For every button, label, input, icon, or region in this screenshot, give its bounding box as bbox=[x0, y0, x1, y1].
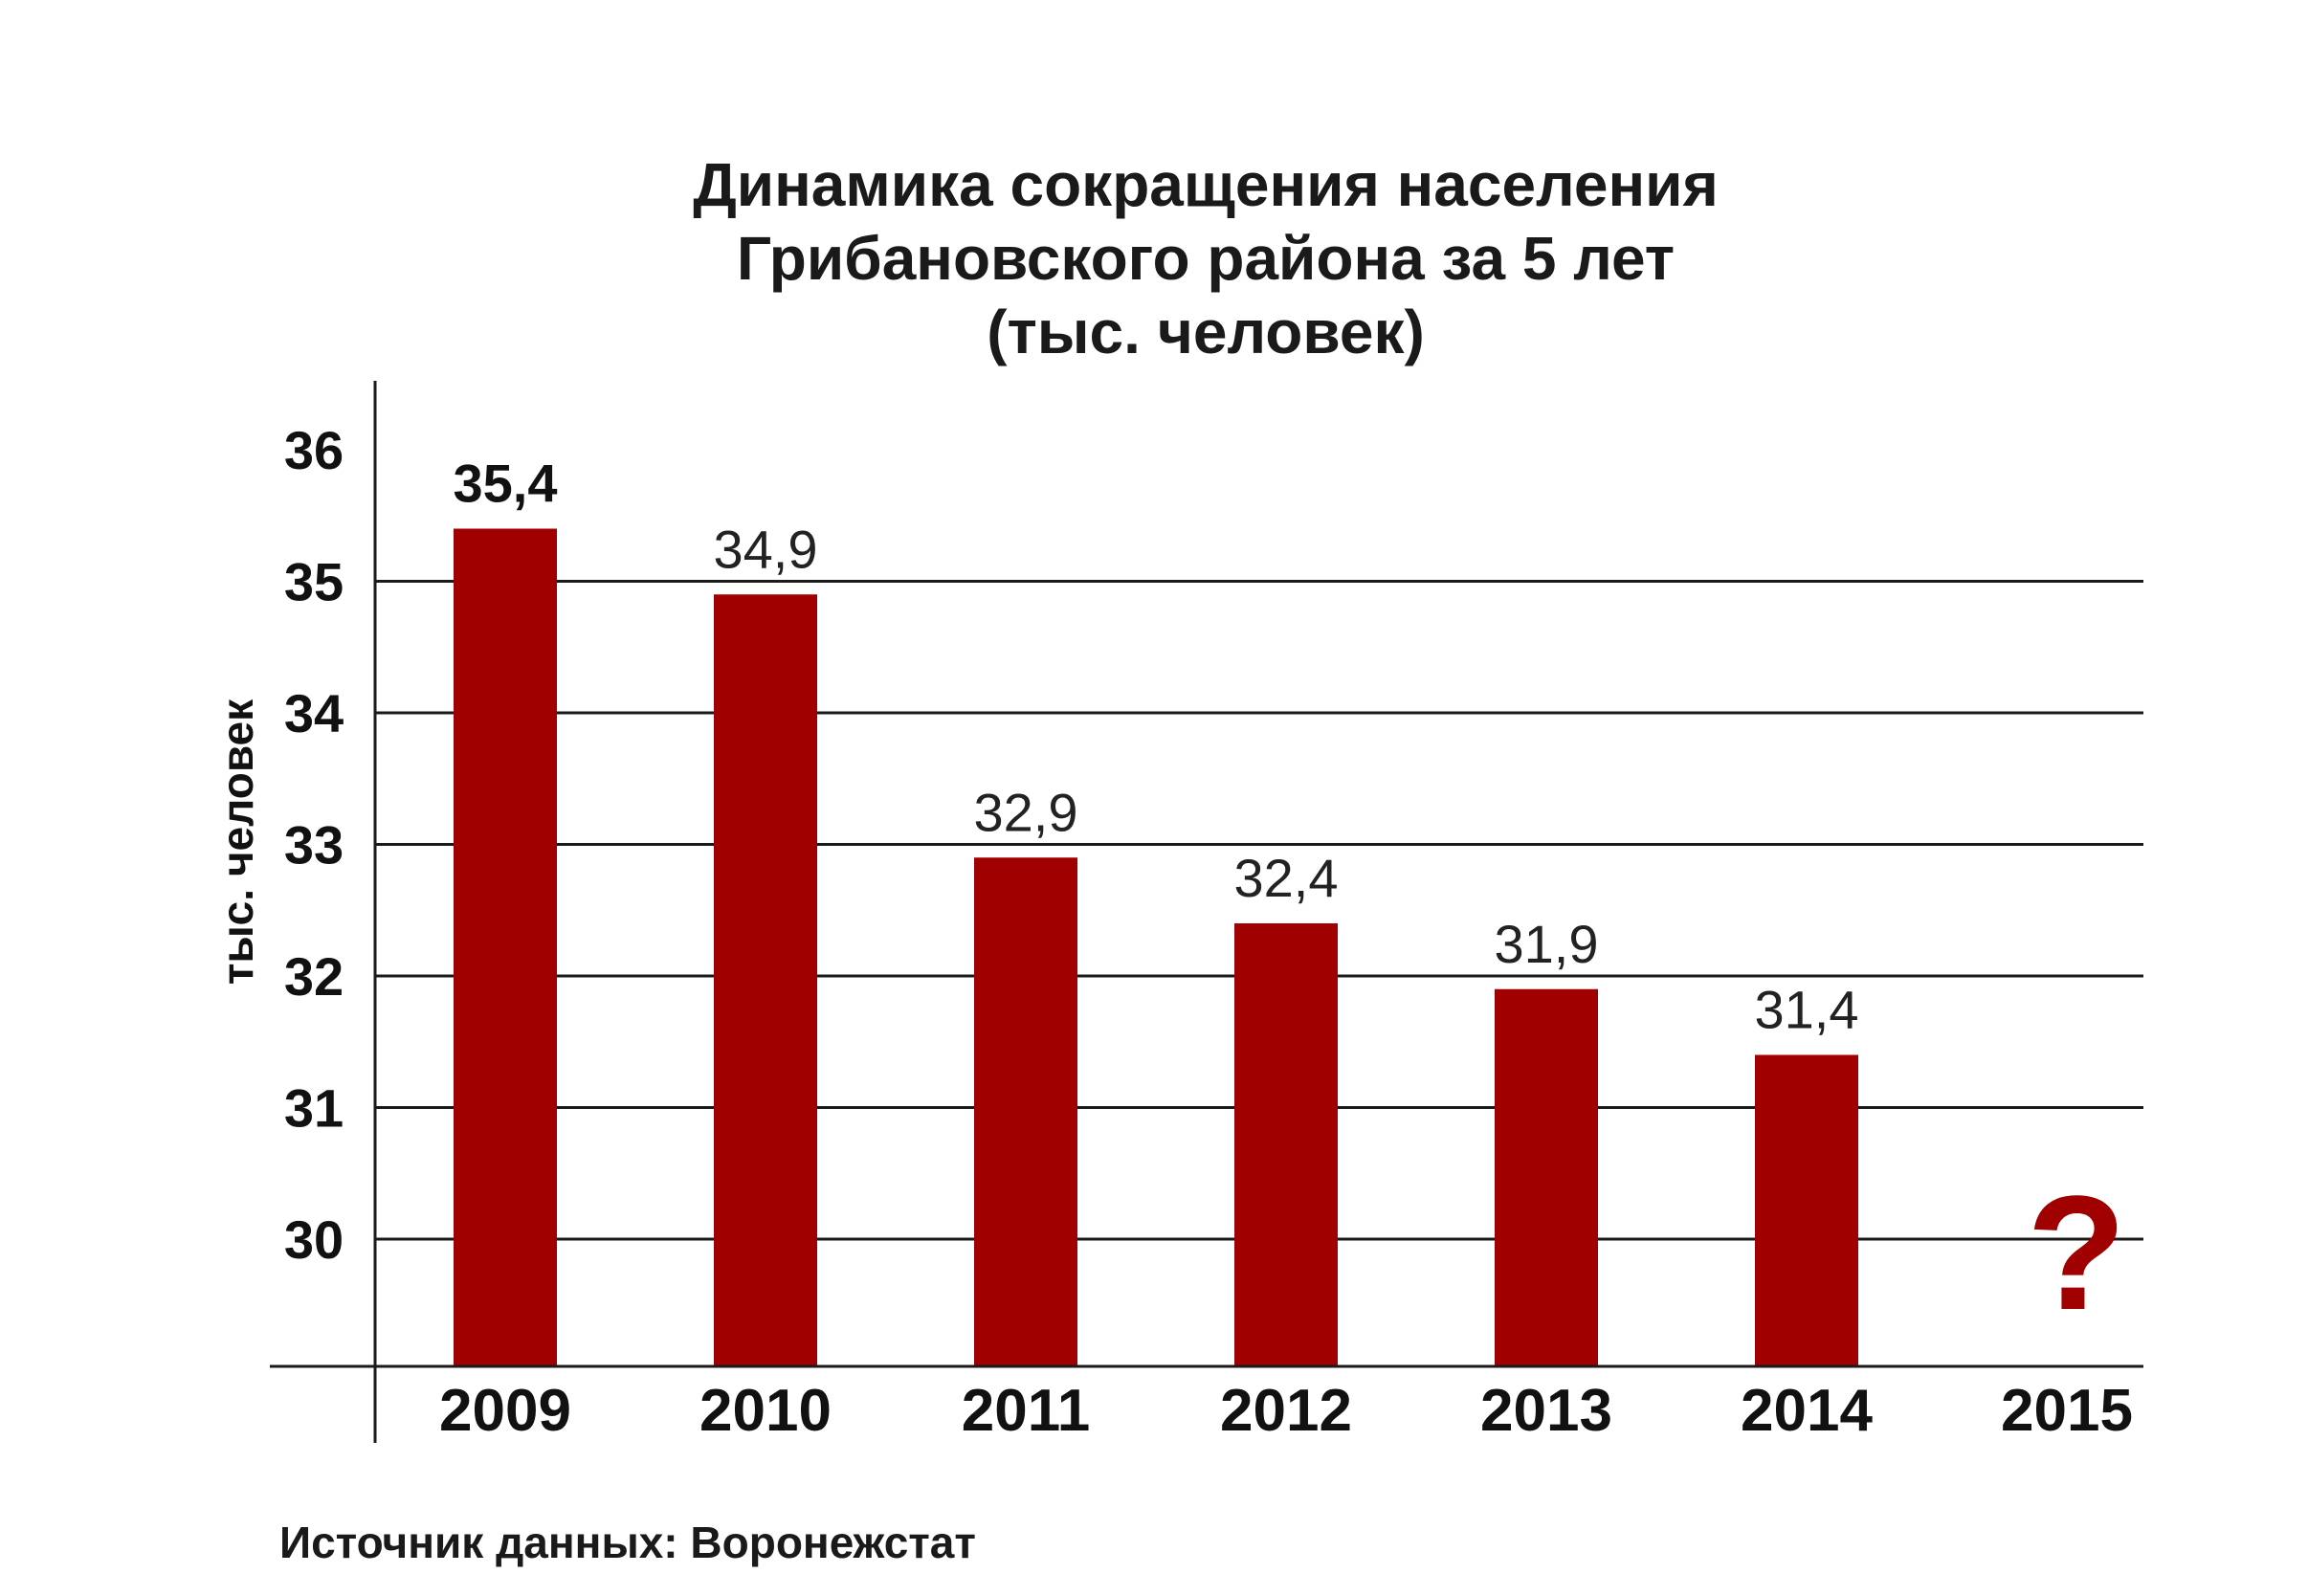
value-label-2013: 31,9 bbox=[1495, 914, 1599, 974]
y-tick-label-32: 32 bbox=[284, 946, 344, 1007]
value-label-2014: 31,4 bbox=[1755, 980, 1859, 1040]
chart-title-line-3: (тыс. человек) bbox=[987, 298, 1425, 366]
y-tick-label-31: 31 bbox=[284, 1078, 344, 1139]
x-tick-label-2011: 2011 bbox=[962, 1378, 1091, 1444]
y-tick-label-36: 36 bbox=[284, 420, 344, 480]
y-tick-labels: 30 31 32 33 34 35 36 bbox=[284, 420, 344, 1270]
value-labels: 35,4 34,9 32,9 32,4 31,9 31,4 bbox=[454, 454, 1859, 1040]
y-axis-label: тыс. человек bbox=[212, 698, 262, 985]
x-tick-label-2012: 2012 bbox=[1220, 1378, 1352, 1444]
y-tick-label-34: 34 bbox=[284, 683, 344, 743]
x-tick-label-2010: 2010 bbox=[699, 1378, 832, 1444]
x-tick-label-2013: 2013 bbox=[1480, 1378, 1612, 1444]
value-label-2009: 35,4 bbox=[454, 454, 558, 514]
bar-2013 bbox=[1495, 988, 1598, 1366]
unknown-value-marker: ? bbox=[2027, 1163, 2126, 1344]
bars bbox=[454, 528, 1858, 1366]
value-label-2012: 32,4 bbox=[1234, 848, 1339, 908]
y-tick-label-30: 30 bbox=[284, 1209, 344, 1270]
chart-title-line-1: Динамика сокращения населения bbox=[693, 150, 1719, 219]
axes bbox=[270, 381, 2143, 1443]
x-tick-label-2009: 2009 bbox=[439, 1378, 571, 1444]
x-tick-labels: 2009 2010 2011 2012 2013 2014 2015 bbox=[439, 1378, 2133, 1444]
data-source: Источник данных: Воронежстат bbox=[279, 1518, 976, 1567]
bar-2014 bbox=[1755, 1054, 1858, 1366]
value-label-2010: 34,9 bbox=[714, 519, 818, 579]
x-tick-label-2014: 2014 bbox=[1741, 1378, 1873, 1444]
bar-2009 bbox=[454, 528, 557, 1366]
chart-title: Динамика сокращения населения Грибановск… bbox=[693, 150, 1719, 366]
y-tick-label-35: 35 bbox=[284, 552, 344, 612]
bar-2011 bbox=[974, 857, 1077, 1366]
value-label-2011: 32,9 bbox=[974, 782, 1078, 842]
bar-2012 bbox=[1234, 923, 1338, 1366]
chart-title-line-2: Грибановского района за 5 лет bbox=[737, 224, 1675, 293]
bar-2010 bbox=[714, 594, 817, 1366]
x-tick-label-2015: 2015 bbox=[2001, 1378, 2133, 1444]
y-tick-label-33: 33 bbox=[284, 815, 344, 876]
